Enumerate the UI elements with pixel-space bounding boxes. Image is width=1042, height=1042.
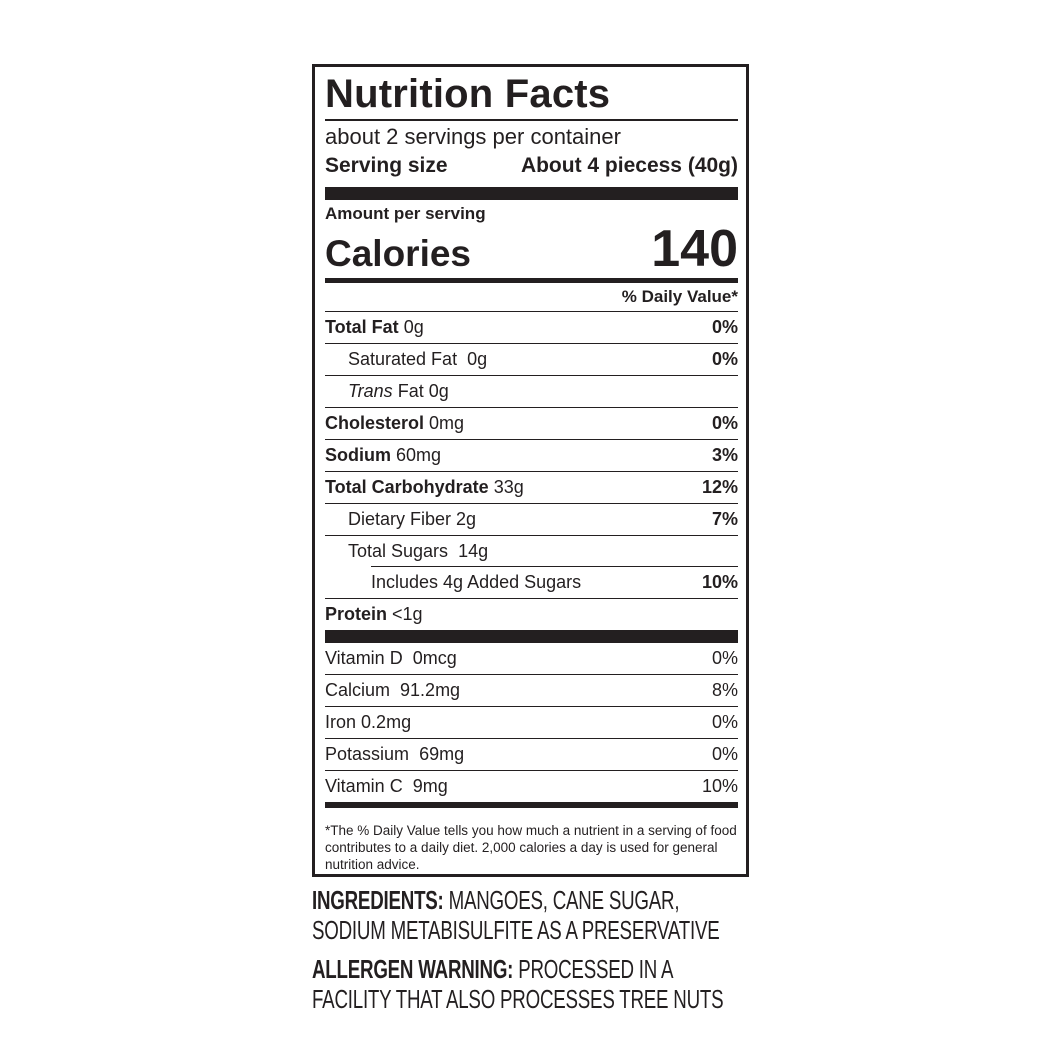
nutrient-name: Sodium: [325, 445, 391, 465]
calories-row: Calories 140: [325, 220, 738, 278]
vitamin-row-vitamin-c: Vitamin C 9mg 10%: [325, 770, 738, 802]
nutrient-row-sodium: Sodium 60mg 3%: [325, 439, 738, 471]
vitamin-dv: 0%: [711, 744, 738, 764]
nutrient-row-saturated-fat: Saturated Fat 0g 0%: [325, 343, 738, 375]
nutrition-facts-label: Nutrition Facts about 2 servings per con…: [312, 64, 749, 877]
daily-value-header: % Daily Value*: [621, 287, 738, 306]
vitamin-name: Iron: [325, 712, 357, 732]
nutrient-name: Saturated Fat: [348, 349, 458, 369]
serving-size: Serving size About 4 piecess (40g): [325, 152, 738, 180]
allergen-label: ALLERGEN WARNING:: [312, 954, 514, 984]
nutrient-amount: <1g: [392, 604, 423, 624]
nutrient-row-total-carbohydrate: Total Carbohydrate 33g 12%: [325, 471, 738, 503]
nutrient-row-cholesterol: Cholesterol 0mg 0%: [325, 407, 738, 439]
nutrient-amount: 0g: [428, 381, 449, 401]
nutrient-dv: 0%: [711, 413, 738, 433]
nutrient-dv: 3%: [711, 445, 738, 465]
calories-label: Calories: [325, 233, 472, 274]
vitamin-amount: 0.2mg: [361, 712, 412, 732]
vitamin-name: Potassium: [325, 744, 410, 764]
nutrient-amount: 0mg: [429, 413, 465, 433]
vitamin-name: Vitamin C: [325, 776, 403, 796]
nutrient-dv: 0%: [711, 317, 738, 337]
medium-divider: [325, 278, 738, 283]
nutrient-row-trans-fat: Trans Fat 0g: [325, 375, 738, 407]
nutrient-name: Total Fat: [325, 317, 399, 337]
vitamin-dv: 10%: [701, 776, 738, 796]
nutrient-row-added-sugars: Includes 4g Added Sugars 10%: [325, 566, 738, 598]
vitamin-name: Calcium: [325, 680, 391, 700]
daily-value-footnote: *The % Daily Value tells you how much a …: [325, 823, 737, 872]
nutrient-dv: 7%: [711, 509, 738, 529]
nutrient-row-dietary-fiber: Dietary Fiber 2g 7%: [325, 503, 738, 535]
nutrient-dv: 0%: [711, 349, 738, 369]
nutrient-name-italic: Trans: [348, 381, 393, 401]
nutrient-name: Total Carbohydrate: [325, 477, 489, 497]
nutrient-name: Dietary Fiber: [348, 509, 452, 529]
nutrient-name: Includes 4g Added Sugars: [371, 572, 582, 592]
nutrient-row-protein: Protein <1g: [325, 598, 738, 630]
nutrient-row-total-fat: Total Fat 0g 0%: [325, 311, 738, 343]
vitamin-row-vitamin-d: Vitamin D 0mcg 0%: [325, 643, 738, 674]
nutrient-row-total-sugars: Total Sugars 14g: [325, 535, 738, 567]
nutrient-name: Cholesterol: [325, 413, 425, 433]
nutrient-amount: 33g: [493, 477, 524, 497]
vitamin-amount: 9mg: [412, 776, 448, 796]
nutrient-dv: 10%: [701, 572, 738, 592]
nutrient-name: Protein: [325, 604, 388, 624]
nutrient-dv: 12%: [701, 477, 738, 497]
thick-divider: [325, 630, 738, 643]
allergen-warning: ALLERGEN WARNING: PROCESSED IN A FACILIT…: [312, 954, 751, 1014]
nutrient-name: Fat: [397, 381, 424, 401]
vitamin-row-calcium: Calcium 91.2mg 8%: [325, 674, 738, 706]
serving-size-label: Serving size: [325, 154, 448, 177]
vitamin-row-iron: Iron 0.2mg 0%: [325, 706, 738, 738]
vitamin-dv: 8%: [711, 680, 738, 700]
amount-per-serving: Amount per serving: [325, 204, 486, 223]
vitamin-dv: 0%: [711, 648, 738, 668]
nutrient-amount: 0g: [403, 317, 424, 337]
vitamin-amount: 0mcg: [412, 648, 457, 668]
vitamin-amount: 69mg: [419, 744, 465, 764]
vitamin-row-potassium: Potassium 69mg 0%: [325, 738, 738, 770]
allergen-text: PROCESSED IN A FACILITY THAT ALSO PROCES…: [312, 954, 724, 1014]
nutrient-amount: 60mg: [396, 445, 442, 465]
ingredients: INGREDIENTS: MANGOES, CANE SUGAR, SODIUM…: [312, 885, 751, 945]
calories-value: 140: [651, 220, 738, 278]
vitamin-amount: 91.2mg: [400, 680, 461, 700]
label-title: Nutrition Facts: [325, 72, 611, 116]
nutrient-amount: 0g: [467, 349, 488, 369]
product-info: INGREDIENTS: MANGOES, CANE SUGAR, SODIUM…: [312, 885, 751, 1023]
nutrient-amount: 2g: [456, 509, 477, 529]
nutrient-amount: 14g: [458, 541, 489, 561]
nutrient-name: Total Sugars: [348, 541, 449, 561]
thick-divider: [325, 187, 738, 200]
divider: [325, 119, 738, 121]
serving-size-value: About 4 piecess (40g): [520, 154, 738, 177]
ingredients-text: MANGOES, CANE SUGAR, SODIUM METABISULFIT…: [312, 885, 720, 945]
ingredients-label: INGREDIENTS:: [312, 885, 444, 915]
servings-per-container: about 2 servings per container: [325, 124, 621, 149]
footnote-divider: [325, 802, 738, 808]
vitamin-dv: 0%: [711, 712, 738, 732]
vitamin-name: Vitamin D: [325, 648, 403, 668]
